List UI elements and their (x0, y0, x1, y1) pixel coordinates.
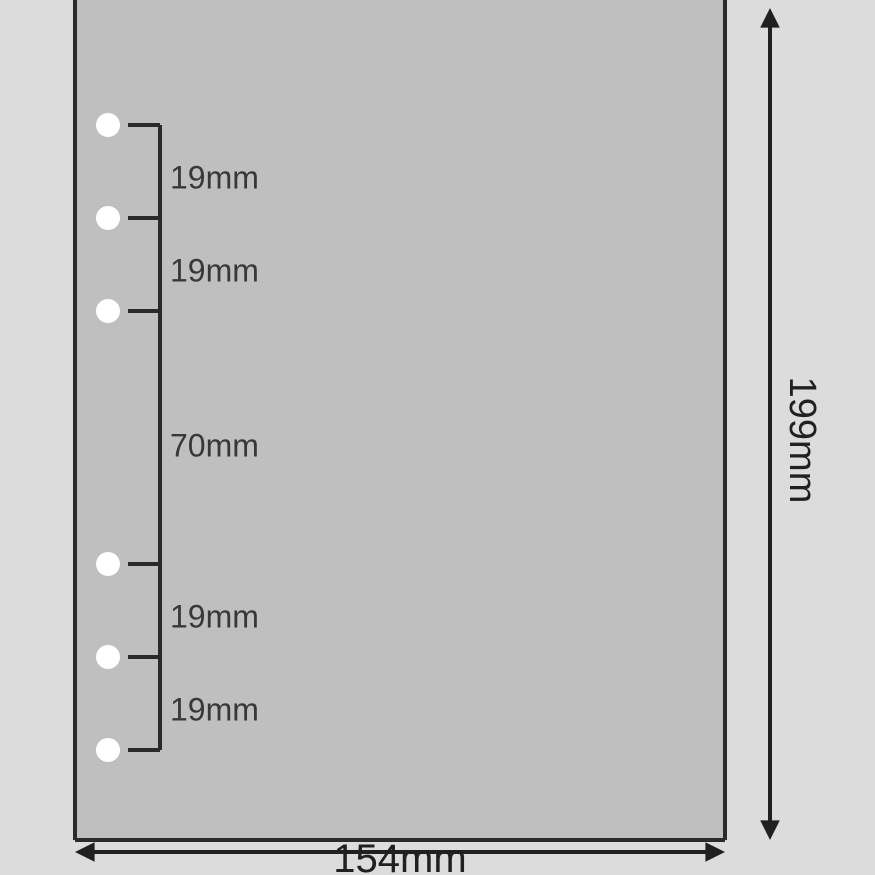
hole-spacing-label: 19mm (170, 691, 259, 727)
hole-spacing-label: 19mm (170, 252, 259, 288)
width-dim-label: 154mm (333, 837, 466, 875)
punch-hole (96, 113, 120, 137)
punch-hole (96, 645, 120, 669)
punch-hole (96, 206, 120, 230)
diagram-svg: 19mm 19mm 70mm 19mm 19mm 199mm 154mm (0, 0, 875, 875)
punch-hole (96, 738, 120, 762)
hole-spacing-label: 70mm (170, 427, 259, 463)
hole-spacing-label: 19mm (170, 598, 259, 634)
hole-spacing-label: 19mm (170, 159, 259, 195)
punch-hole (96, 299, 120, 323)
punch-hole (96, 552, 120, 576)
height-dim-label: 199mm (781, 377, 823, 504)
dimension-diagram: 19mm 19mm 70mm 19mm 19mm 199mm 154mm (0, 0, 875, 875)
